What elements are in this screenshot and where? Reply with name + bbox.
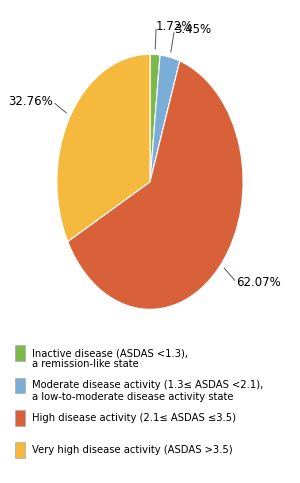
- Wedge shape: [150, 55, 180, 182]
- Text: a low-to-moderate disease activity state: a low-to-moderate disease activity state: [32, 392, 233, 402]
- Text: High disease activity (2.1≤ ASDAS ≤3.5): High disease activity (2.1≤ ASDAS ≤3.5): [32, 413, 236, 423]
- Text: Very high disease activity (ASDAS >3.5): Very high disease activity (ASDAS >3.5): [32, 445, 232, 455]
- Text: 32.76%: 32.76%: [8, 95, 53, 108]
- Wedge shape: [68, 61, 243, 309]
- Wedge shape: [57, 54, 150, 242]
- Text: 62.07%: 62.07%: [237, 276, 281, 289]
- Text: Inactive disease (ASDAS <1.3),: Inactive disease (ASDAS <1.3),: [32, 348, 188, 358]
- Text: 1.72%: 1.72%: [156, 20, 194, 33]
- Wedge shape: [150, 54, 160, 182]
- Text: a remission-like state: a remission-like state: [32, 359, 138, 369]
- Text: 3.45%: 3.45%: [174, 23, 212, 36]
- Text: Moderate disease activity (1.3≤ ASDAS <2.1),: Moderate disease activity (1.3≤ ASDAS <2…: [32, 381, 263, 390]
